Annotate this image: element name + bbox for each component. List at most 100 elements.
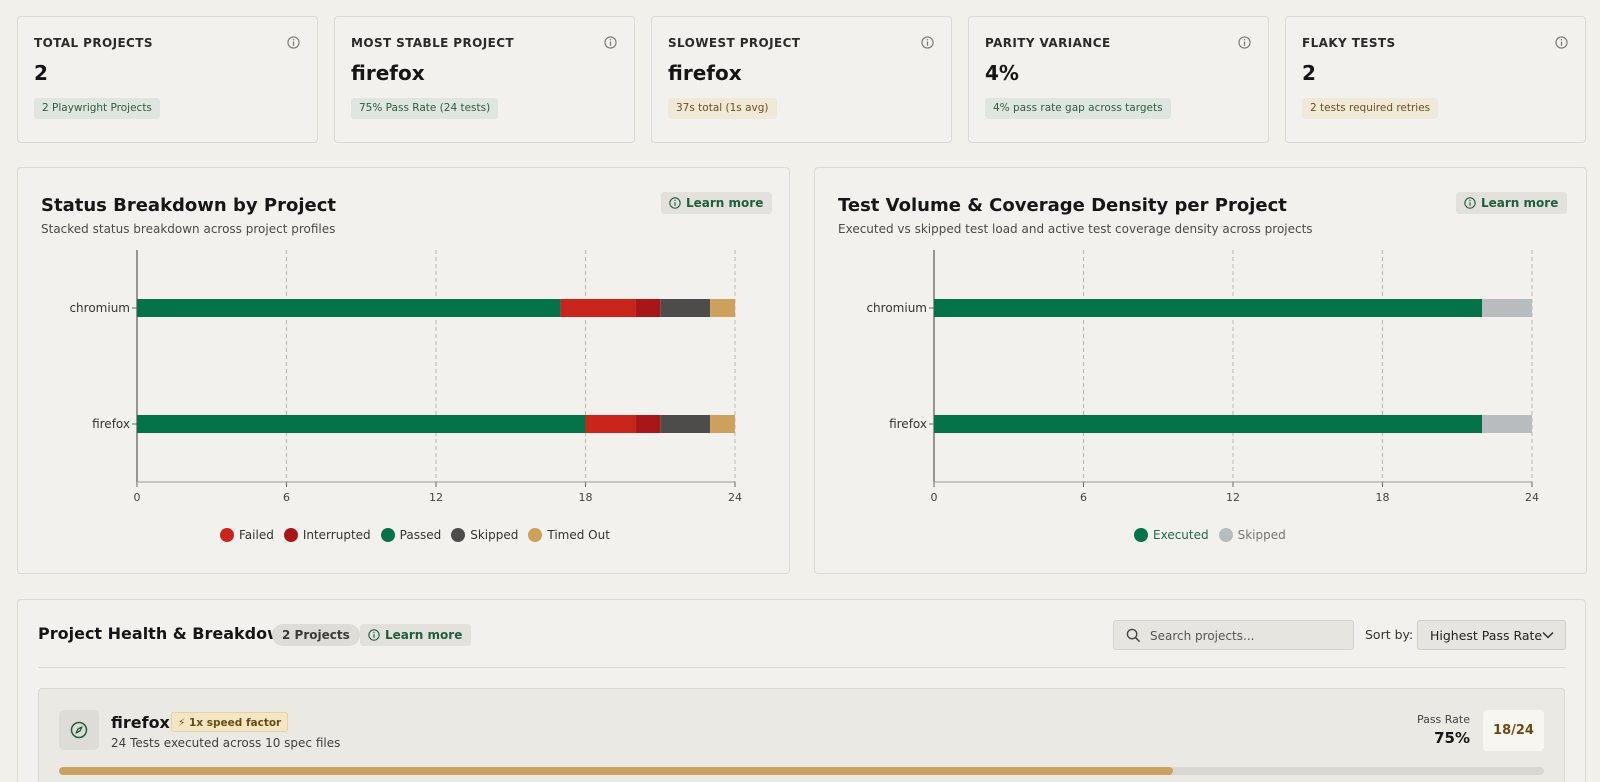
search-icon (1126, 628, 1141, 643)
divider (38, 667, 1565, 668)
kpi-pill: 75% Pass Rate (24 tests) (351, 98, 499, 119)
test-volume-chart: 0 6 12 18 24 chromium firefox (866, 250, 1539, 504)
legend-swatch (528, 528, 543, 542)
legend-item[interactable]: Interrupted (283, 528, 371, 542)
kpi-card-total-projects: TOTAL PROJECTS 2 2 Playwright Projects (17, 16, 318, 143)
x-tick-label: 6 (283, 491, 290, 504)
legend-item[interactable]: Failed (220, 528, 274, 542)
learn-more-button[interactable]: Learn more (360, 624, 472, 646)
kpi-card-parity-variance: PARITY VARIANCE 4% 4% pass rate gap acro… (968, 16, 1269, 143)
pass-progress-bar (59, 767, 1544, 775)
x-tick-label: 0 (134, 491, 141, 504)
bar-segment-executed (934, 299, 1483, 317)
info-icon (368, 629, 380, 641)
y-tick-label: chromium (866, 301, 927, 315)
x-tick-label: 12 (429, 491, 443, 504)
x-tick-label: 24 (1525, 491, 1539, 504)
bar-segment-skipped (660, 415, 711, 433)
learn-more-button[interactable]: Learn more (661, 192, 773, 214)
kpi-label: TOTAL PROJECTS (34, 36, 153, 50)
sort-select[interactable]: Highest Pass Rate (1417, 620, 1566, 650)
legend-item[interactable]: Skipped (1218, 528, 1286, 542)
learn-more-label: Learn more (1481, 196, 1559, 210)
sort-value: Highest Pass Rate (1430, 628, 1543, 643)
kpi-card-slowest: SLOWEST PROJECT firefox 37s total (1s av… (651, 16, 952, 143)
legend-label: Skipped (470, 528, 519, 542)
learn-more-label: Learn more (686, 196, 764, 210)
kpi-label: SLOWEST PROJECT (668, 36, 801, 50)
chart-legend: Executed Skipped (1134, 528, 1296, 542)
x-tick-label: 6 (1080, 491, 1087, 504)
chevron-down-icon (1542, 631, 1554, 639)
info-icon[interactable] (1238, 36, 1251, 49)
bar-segment-skipped (660, 299, 711, 317)
project-card-firefox[interactable]: firefox ⚡ 1x speed factor 24 Tests execu… (38, 688, 1565, 782)
kpi-value: 2 (1302, 61, 1316, 85)
info-icon (669, 197, 681, 209)
bar-segment-failed (560, 299, 636, 317)
compass-icon (70, 721, 88, 739)
legend-swatch (283, 528, 298, 542)
bar-segment-interrupted (635, 299, 661, 317)
speed-factor-badge: ⚡ 1x speed factor (171, 712, 289, 732)
pass-rate-value: 75% (1434, 729, 1470, 747)
kpi-card-most-stable: MOST STABLE PROJECT firefox 75% Pass Rat… (334, 16, 635, 143)
y-tick-label: firefox (889, 417, 927, 431)
kpi-value: 2 (34, 61, 48, 85)
legend-label: Timed Out (547, 528, 610, 542)
bar-segment-skipped (1482, 299, 1532, 317)
chart-subtitle: Stacked status breakdown across project … (41, 222, 336, 236)
legend-item[interactable]: Skipped (451, 528, 518, 542)
x-tick-label: 24 (728, 491, 742, 504)
bar-segment-skipped (1482, 415, 1532, 433)
kpi-value: firefox (668, 61, 742, 85)
pass-progress-fill (59, 767, 1173, 775)
legend-swatch (1218, 528, 1233, 542)
legend-item[interactable]: Executed (1134, 528, 1209, 542)
legend-label: Executed (1153, 528, 1209, 542)
bar-segment-timed-out (710, 415, 735, 433)
search-box[interactable] (1113, 620, 1354, 650)
search-input[interactable] (1150, 626, 1345, 646)
pass-rate-label: Pass Rate (1416, 713, 1470, 726)
info-icon (1464, 197, 1476, 209)
info-icon[interactable] (604, 36, 617, 49)
kpi-pill: 37s total (1s avg) (668, 98, 777, 119)
kpi-label: MOST STABLE PROJECT (351, 36, 514, 50)
legend-swatch (220, 528, 234, 542)
bar-segment-passed (137, 299, 561, 317)
project-icon (59, 710, 99, 750)
legend-label: Failed (239, 528, 274, 542)
kpi-label: PARITY VARIANCE (985, 36, 1111, 50)
legend-item[interactable]: Passed (380, 528, 442, 542)
test-volume-card: Test Volume & Coverage Density per Proje… (814, 167, 1587, 574)
chart-subtitle: Executed vs skipped test load and active… (838, 222, 1313, 236)
chart-title: Test Volume & Coverage Density per Proje… (838, 195, 1287, 216)
project-name: firefox (111, 713, 170, 732)
y-tick-label: chromium (69, 301, 130, 315)
info-icon[interactable] (1555, 36, 1568, 49)
bar-segment-executed (934, 415, 1483, 433)
x-tick-label: 18 (579, 491, 593, 504)
legend-label: Interrupted (302, 528, 371, 542)
chart-legend: Failed Interrupted Passed Skipped Timed Out (220, 528, 620, 542)
kpi-card-flaky-tests: FLAKY TESTS 2 2 tests required retries (1285, 16, 1586, 143)
kpi-pill: 4% pass rate gap across targets (985, 98, 1171, 119)
kpi-value: firefox (351, 61, 425, 85)
kpi-pill: 2 tests required retries (1302, 98, 1439, 119)
legend-swatch (451, 528, 466, 542)
legend-item[interactable]: Timed Out (528, 528, 610, 542)
bar-segment-passed (137, 415, 586, 433)
status-breakdown-chart: 0 6 12 18 24 chromium firefox (69, 250, 742, 504)
learn-more-button[interactable]: Learn more (1456, 192, 1568, 214)
legend-label: Passed (399, 528, 442, 542)
legend-swatch (1134, 528, 1148, 542)
info-icon[interactable] (287, 36, 300, 49)
info-icon[interactable] (921, 36, 934, 49)
kpi-label: FLAKY TESTS (1302, 36, 1396, 50)
x-tick-label: 12 (1226, 491, 1240, 504)
legend-label: Skipped (1237, 528, 1286, 542)
sort-label: Sort by: (1365, 627, 1414, 642)
pass-ratio: 18/24 (1483, 710, 1544, 751)
kpi-value: 4% (985, 61, 1019, 85)
